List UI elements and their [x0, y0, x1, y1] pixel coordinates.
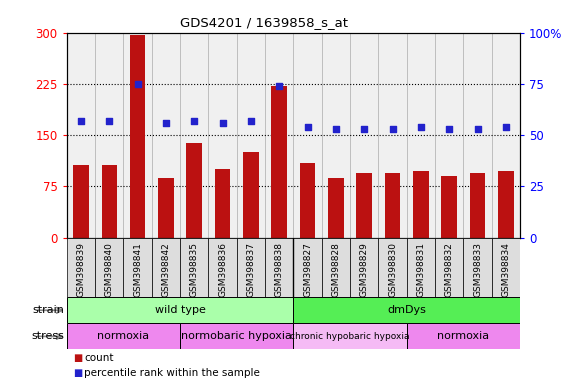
Point — [246, 118, 256, 124]
Text: chronic hypobaric hypoxia: chronic hypobaric hypoxia — [290, 332, 410, 341]
Text: GSM398837: GSM398837 — [246, 242, 256, 298]
Bar — [243, 152, 259, 238]
Bar — [209, 33, 237, 238]
Bar — [464, 33, 492, 238]
Bar — [293, 33, 322, 238]
Bar — [271, 86, 287, 238]
Bar — [350, 33, 378, 238]
Text: GSM398834: GSM398834 — [501, 242, 510, 297]
Bar — [67, 297, 293, 323]
Bar — [322, 33, 350, 238]
Text: normobaric hypoxia: normobaric hypoxia — [181, 331, 292, 341]
Bar — [350, 238, 378, 297]
Bar — [95, 238, 123, 297]
Point — [218, 120, 227, 126]
Point — [162, 120, 171, 126]
Text: GDS4201 / 1639858_s_at: GDS4201 / 1639858_s_at — [180, 16, 349, 29]
Bar — [378, 238, 407, 297]
Text: ■: ■ — [73, 368, 82, 378]
Bar — [67, 323, 180, 349]
Bar — [123, 238, 152, 297]
Bar — [187, 143, 202, 238]
Bar — [378, 33, 407, 238]
Bar — [180, 323, 293, 349]
Point — [444, 126, 454, 132]
Point — [388, 126, 397, 132]
Bar — [328, 177, 344, 238]
Bar — [237, 238, 265, 297]
Bar — [356, 173, 372, 238]
Text: GSM398833: GSM398833 — [473, 242, 482, 298]
Text: GSM398838: GSM398838 — [275, 242, 284, 298]
Bar — [123, 33, 152, 238]
Bar — [152, 33, 180, 238]
Bar — [158, 177, 174, 238]
Text: GSM398828: GSM398828 — [331, 242, 340, 297]
Bar — [102, 165, 117, 238]
Point — [303, 124, 312, 130]
Bar — [293, 238, 322, 297]
Text: dmDys: dmDys — [388, 305, 426, 315]
Bar — [492, 238, 520, 297]
Text: GSM398839: GSM398839 — [77, 242, 85, 298]
Point — [416, 124, 425, 130]
Text: GSM398835: GSM398835 — [190, 242, 199, 298]
Bar — [498, 171, 514, 238]
Text: normoxia: normoxia — [437, 331, 489, 341]
Bar — [152, 238, 180, 297]
Bar — [407, 323, 520, 349]
Bar — [265, 33, 293, 238]
Text: strain: strain — [32, 305, 64, 315]
Bar — [413, 171, 429, 238]
Text: GSM398830: GSM398830 — [388, 242, 397, 298]
Bar — [407, 238, 435, 297]
Bar — [237, 33, 265, 238]
Text: GSM398831: GSM398831 — [417, 242, 425, 298]
Bar — [300, 162, 315, 238]
Point — [331, 126, 340, 132]
Bar — [464, 238, 492, 297]
Bar — [67, 238, 95, 297]
Bar — [95, 33, 123, 238]
Bar — [442, 176, 457, 238]
Bar — [322, 238, 350, 297]
Point — [76, 118, 85, 124]
Bar — [293, 297, 520, 323]
Bar — [67, 33, 95, 238]
Bar — [130, 35, 145, 238]
Point — [275, 83, 284, 89]
Bar — [265, 238, 293, 297]
Text: GSM398829: GSM398829 — [360, 242, 369, 297]
Bar — [385, 173, 400, 238]
Bar — [180, 238, 209, 297]
Point — [133, 81, 142, 87]
Text: GSM398832: GSM398832 — [444, 242, 454, 297]
Point — [105, 118, 114, 124]
Bar — [492, 33, 520, 238]
Bar — [435, 238, 464, 297]
Text: percentile rank within the sample: percentile rank within the sample — [84, 368, 260, 378]
Text: stress: stress — [31, 331, 64, 341]
Bar — [435, 33, 464, 238]
Text: GSM398827: GSM398827 — [303, 242, 312, 297]
Bar — [469, 173, 485, 238]
Text: ■: ■ — [73, 353, 82, 363]
Text: GSM398836: GSM398836 — [218, 242, 227, 298]
Text: count: count — [84, 353, 114, 363]
Point — [189, 118, 199, 124]
Text: wild type: wild type — [155, 305, 206, 315]
Text: GSM398840: GSM398840 — [105, 242, 114, 297]
Bar — [73, 165, 89, 238]
Bar — [180, 33, 209, 238]
Bar — [215, 169, 231, 238]
Point — [501, 124, 511, 130]
Text: normoxia: normoxia — [98, 331, 149, 341]
Bar — [293, 323, 407, 349]
Text: GSM398842: GSM398842 — [162, 242, 170, 297]
Text: GSM398841: GSM398841 — [133, 242, 142, 297]
Point — [473, 126, 482, 132]
Bar — [407, 33, 435, 238]
Bar — [209, 238, 237, 297]
Point — [360, 126, 369, 132]
